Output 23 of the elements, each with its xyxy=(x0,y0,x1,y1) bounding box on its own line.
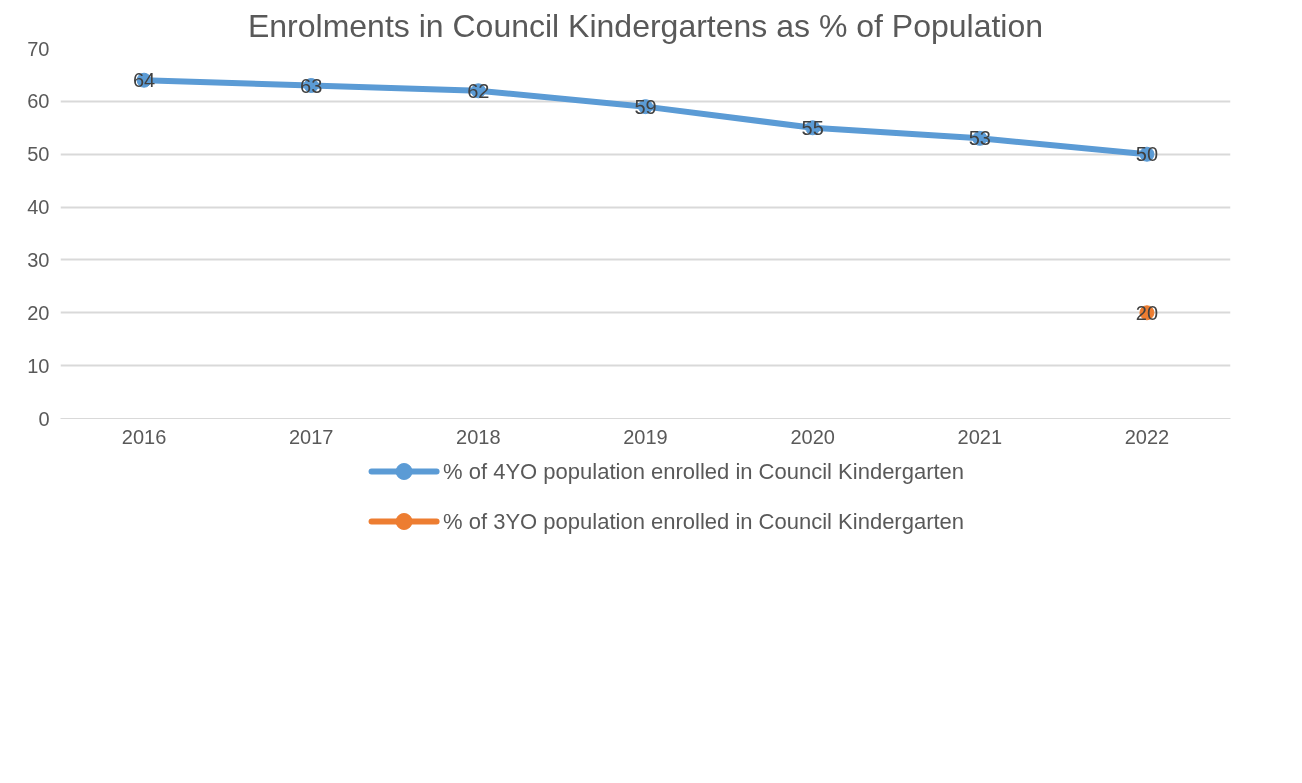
x-tick-label: 2021 xyxy=(957,425,1003,448)
y-tick-label: 40 xyxy=(27,196,50,219)
data-label: 55 xyxy=(801,116,824,139)
chart-title: Enrolments in Council Kindergartens as % of Population xyxy=(247,7,1044,44)
data-label: 59 xyxy=(634,95,657,118)
y-tick-label: 70 xyxy=(27,37,50,60)
legend-label: % of 3YO population enrolled in Council Kindergarten xyxy=(443,509,965,534)
data-label: 63 xyxy=(300,74,323,97)
y-tick-label: 50 xyxy=(27,143,50,166)
x-tick-label: 2018 xyxy=(456,425,501,448)
x-tick-label: 2020 xyxy=(790,425,835,448)
y-tick-label: 10 xyxy=(27,354,50,377)
x-tick-label: 2017 xyxy=(288,425,334,448)
x-tick-label: 2016 xyxy=(121,425,167,448)
y-tick-label: 30 xyxy=(27,248,50,271)
legend-label: % of 4YO population enrolled in Council Kindergarten xyxy=(443,459,965,484)
data-label: 62 xyxy=(467,79,490,102)
x-tick-label: 2019 xyxy=(623,425,668,448)
data-label: 53 xyxy=(968,127,991,150)
y-tick-label: 20 xyxy=(27,301,50,324)
y-tick-label: 0 xyxy=(38,407,50,430)
x-tick-label: 2022 xyxy=(1124,425,1170,448)
y-tick-label: 60 xyxy=(27,90,50,113)
